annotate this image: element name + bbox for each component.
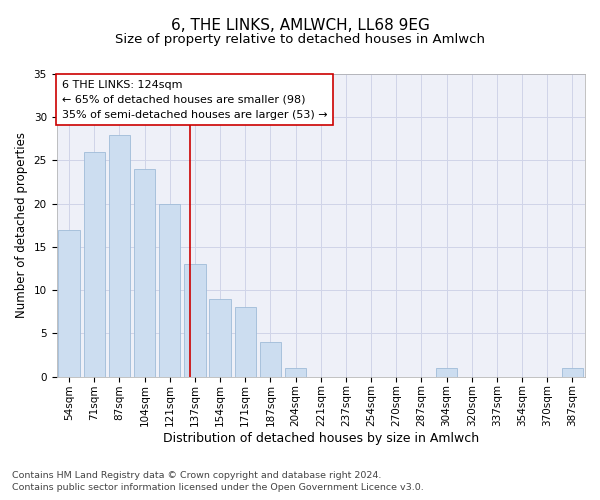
Bar <box>260 342 281 376</box>
X-axis label: Distribution of detached houses by size in Amlwch: Distribution of detached houses by size … <box>163 432 479 445</box>
Bar <box>58 230 80 376</box>
Bar <box>436 368 457 376</box>
Bar <box>109 134 130 376</box>
Text: Size of property relative to detached houses in Amlwch: Size of property relative to detached ho… <box>115 32 485 46</box>
Text: Contains HM Land Registry data © Crown copyright and database right 2024.: Contains HM Land Registry data © Crown c… <box>12 471 382 480</box>
Bar <box>209 299 231 376</box>
Y-axis label: Number of detached properties: Number of detached properties <box>15 132 28 318</box>
Bar <box>235 308 256 376</box>
Bar <box>184 264 206 376</box>
Bar <box>83 152 105 376</box>
Bar <box>285 368 306 376</box>
Text: 6, THE LINKS, AMLWCH, LL68 9EG: 6, THE LINKS, AMLWCH, LL68 9EG <box>170 18 430 32</box>
Bar <box>159 204 181 376</box>
Text: 6 THE LINKS: 124sqm
← 65% of detached houses are smaller (98)
35% of semi-detach: 6 THE LINKS: 124sqm ← 65% of detached ho… <box>62 80 328 120</box>
Bar <box>562 368 583 376</box>
Text: Contains public sector information licensed under the Open Government Licence v3: Contains public sector information licen… <box>12 484 424 492</box>
Bar <box>134 169 155 376</box>
